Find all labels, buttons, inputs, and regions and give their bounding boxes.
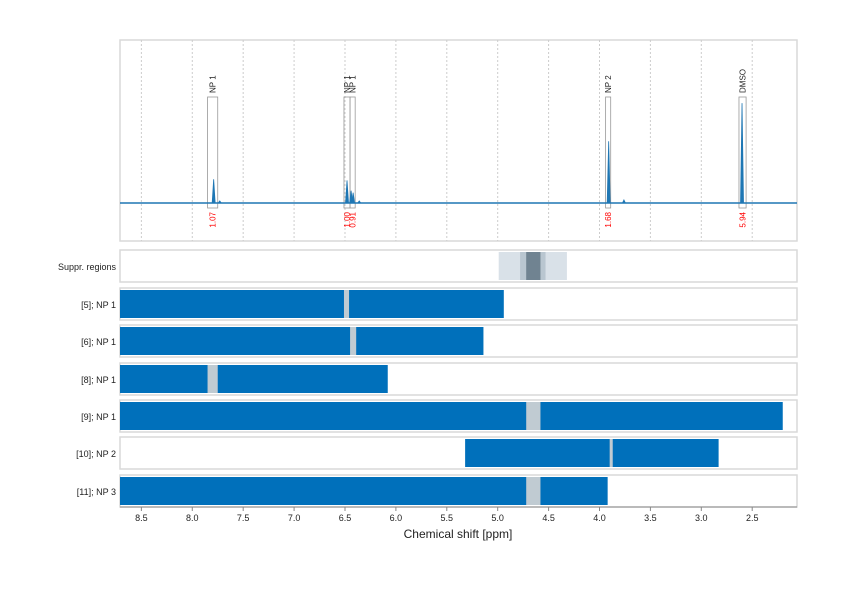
spectrum-peak [211, 179, 216, 204]
spectrum-peak [345, 180, 349, 204]
spectrum-peak [351, 192, 356, 204]
annotation-label: NP 1 [343, 75, 352, 93]
annotation-label: NP 1 [209, 75, 218, 93]
tick-label: 6.0 [390, 513, 403, 523]
row-label: [8]; NP 1 [81, 375, 116, 385]
spectrum-peak [357, 200, 362, 204]
tick-label: 4.0 [593, 513, 606, 523]
range-gap [526, 477, 541, 505]
annotation-label: NP 2 [604, 75, 613, 93]
range-bar [120, 327, 484, 355]
x-axis-label: Chemical shift [ppm] [404, 527, 513, 541]
row-label: [5]; NP 1 [81, 300, 116, 310]
annotation-label: NP 1 [349, 75, 358, 93]
annotation-box [738, 96, 747, 209]
row-label: Suppr. regions [58, 262, 117, 272]
integral-value: 5.94 [739, 211, 748, 227]
spectrum-panel: NP 1 1.07 NP 1 1.00 NP 1 0.91 NP 2 1.68 DMSO 5.94 [119, 39, 798, 242]
spectrum-peak [606, 141, 611, 204]
annotation-box [349, 96, 356, 209]
tick-label: 4.5 [542, 513, 555, 523]
range-gap [526, 402, 541, 430]
row-label: [9]; NP 1 [81, 412, 116, 422]
suppr-row-frame [119, 249, 798, 283]
range-bar [120, 290, 504, 318]
annotation-label: DMSO [739, 69, 748, 93]
integral-value: 1.07 [209, 211, 218, 227]
spectrum-peak [217, 200, 222, 204]
integral-value: 1.00 [343, 211, 352, 227]
tick-label: 2.5 [746, 513, 759, 523]
suppressed-band [526, 252, 541, 280]
row-label: [11]; NP 3 [77, 487, 116, 497]
range-bar [120, 365, 388, 393]
tick-label: 5.0 [491, 513, 504, 523]
annotation-box [605, 96, 612, 209]
x-axis: 8.5 8.0 7.5 7.0 6.5 6.0 5.5 5.0 4.5 4.0 3.5 3.0 2.5 [120, 506, 797, 523]
tick-label: 6.5 [339, 513, 352, 523]
range-rows: Suppr. regions [5]; NP 1 [6]; NP 1 [8]; NP … [58, 249, 798, 508]
range-bar [120, 402, 783, 430]
tick-label: 8.5 [135, 513, 148, 523]
tick-label: 5.5 [441, 513, 454, 523]
row-label: [6]; NP 1 [81, 337, 116, 347]
range-gap [609, 439, 613, 467]
integral-value: 0.91 [349, 211, 358, 227]
spectrum-frame [119, 39, 798, 242]
annotation-box [207, 96, 219, 209]
range-gap [350, 327, 357, 355]
tick-label: 3.0 [695, 513, 708, 523]
tick-label: 8.0 [186, 513, 199, 523]
row-label: [10]; NP 2 [76, 449, 116, 459]
spectrum-peak [740, 103, 744, 204]
tick-label: 3.5 [644, 513, 657, 523]
tick-label: 7.5 [237, 513, 250, 523]
range-bar [465, 439, 719, 467]
range-gap [343, 290, 350, 318]
range-gap [207, 365, 218, 393]
spectrum-peak [622, 198, 626, 204]
tick-label: 7.0 [288, 513, 301, 523]
integral-value: 1.68 [604, 211, 613, 227]
